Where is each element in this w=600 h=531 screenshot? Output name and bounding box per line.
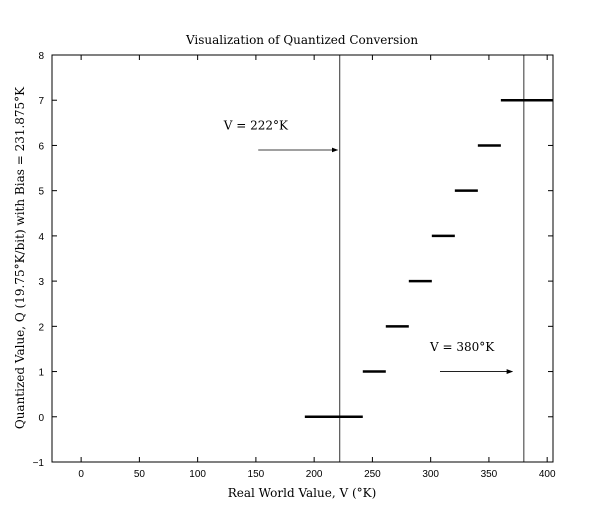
y-tick-label: −1 [33, 458, 45, 469]
plot-frame [51, 54, 554, 463]
annotation-label: V = 222°K [223, 119, 289, 133]
x-tick-label: 250 [364, 469, 381, 480]
y-tick-label: 6 [38, 141, 44, 152]
chart-title: Visualization of Quantized Conversion [185, 33, 418, 47]
y-axis-label: Quantized Value, Q (19.75°K/bit) with Bi… [13, 86, 27, 429]
x-tick-label: 350 [481, 469, 498, 480]
y-tick-label: 7 [38, 96, 44, 107]
y-tick-label: 8 [38, 51, 44, 62]
x-tick-label: 300 [422, 469, 439, 480]
x-tick-label: 200 [306, 469, 323, 480]
y-tick-label: 5 [38, 187, 44, 198]
y-tick-label: 1 [38, 368, 44, 379]
plot-area: 0 50 100 150 200 250 300 350 400 −1 0 1 2 3 4 5 6 7 8 V = 2… [33, 51, 556, 480]
y-tick-label: 3 [38, 277, 44, 288]
y-tick-label: 4 [38, 232, 44, 243]
x-tick-label: 150 [248, 469, 265, 480]
x-tick-label: 0 [78, 469, 84, 480]
x-axis-label: Real World Value, V (°K) [228, 486, 377, 500]
x-tick-label: 400 [539, 469, 556, 480]
y-tick-label: 0 [38, 413, 44, 424]
y-tick-label: 2 [38, 322, 44, 333]
x-tick-label: 100 [189, 469, 206, 480]
annotation-label: V = 380°K [429, 340, 495, 354]
x-tick-label: 50 [134, 469, 146, 480]
